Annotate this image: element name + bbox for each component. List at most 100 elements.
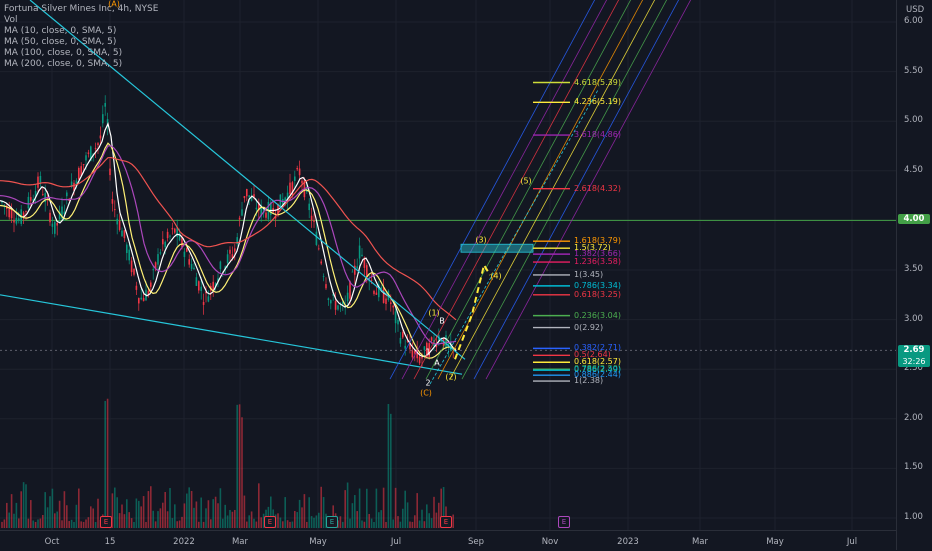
volume-bar: [284, 497, 286, 528]
pitchfork-channel-line: [437, 0, 644, 380]
volume-bar: [440, 488, 442, 528]
volume-bar: [387, 403, 390, 528]
ma-50-line: [0, 142, 457, 359]
candle-body: [94, 147, 97, 150]
volume-bar: [193, 507, 195, 528]
ma-200-label[interactable]: MA (200, close, 0, SMA, 5): [4, 59, 123, 69]
volume-bar: [294, 511, 296, 528]
candle-body: [32, 199, 34, 201]
price-tick: 3.50: [904, 264, 923, 274]
volume-bar: [296, 512, 298, 528]
time-tick: Jul: [390, 537, 402, 547]
fib-level-label: 2.618(4.32): [574, 183, 621, 193]
fib-level-label: 1.236(3.58): [574, 257, 621, 267]
volume-bar: [15, 502, 18, 528]
volume-bar: [212, 499, 214, 528]
fib-level-label: 1.382(3.66): [574, 249, 621, 259]
volume-bar: [421, 509, 423, 528]
volume-bar: [198, 521, 200, 528]
volume-bar: [145, 521, 147, 528]
candle-body: [226, 254, 229, 264]
volume-bar: [229, 509, 231, 528]
volume-bar: [404, 490, 406, 528]
volume-bar: [190, 490, 193, 528]
downtrend-line-upper: [29, 0, 466, 360]
time-axis[interactable]: [0, 530, 896, 551]
candle-body: [358, 245, 361, 259]
volume-bar: [164, 492, 166, 528]
volume-bar: [111, 493, 114, 528]
volume-bar: [166, 511, 169, 528]
volume-bar: [320, 486, 322, 528]
volume-bar: [342, 521, 344, 528]
pitchfork-channel-line: [461, 0, 668, 380]
volume-bar: [70, 519, 73, 528]
earnings-event-icon[interactable]: E: [326, 516, 338, 528]
candle-body: [154, 262, 157, 270]
volume-bar: [430, 518, 433, 528]
candle-body: [411, 350, 414, 358]
volume-indicator-label[interactable]: Vol: [4, 15, 18, 25]
candle-body: [366, 265, 368, 278]
volume-bar: [337, 520, 339, 528]
volume-bar: [423, 521, 426, 528]
candle-body: [85, 155, 87, 161]
candle-body: [75, 180, 78, 186]
volume-bar: [30, 500, 32, 528]
earnings-event-icon[interactable]: E: [558, 516, 570, 528]
candle-body: [183, 251, 186, 257]
candle-body: [241, 209, 243, 216]
price-chart-canvas[interactable]: [0, 0, 896, 530]
earnings-event-icon[interactable]: E: [440, 516, 452, 528]
candle-body: [30, 197, 32, 201]
volume-bar: [234, 509, 236, 528]
candle-body: [178, 232, 181, 241]
volume-bar: [171, 518, 174, 528]
earnings-event-icon[interactable]: E: [264, 516, 276, 528]
volume-bar: [140, 506, 142, 528]
candle-body: [253, 194, 255, 198]
candle-body: [193, 267, 195, 270]
volume-bar: [68, 521, 70, 528]
symbol-title[interactable]: Fortuna Silver Mines Inc, 4h, NYSE: [4, 4, 159, 14]
volume-bar: [382, 487, 385, 528]
volume-bar: [301, 507, 303, 528]
volume-bar: [25, 484, 27, 528]
price-scale[interactable]: [896, 0, 932, 550]
candle-body: [195, 277, 198, 286]
chart-legend: Fortuna Silver Mines Inc, 4h, NYSE Vol M…: [4, 4, 158, 70]
volume-bar: [121, 504, 123, 528]
wave-label: (4): [490, 271, 502, 281]
candle-body: [51, 223, 54, 227]
volume-bar: [418, 520, 421, 528]
pitchfork-channel-line: [449, 0, 656, 380]
ma-50-label[interactable]: MA (50, close, 0, SMA, 5): [4, 37, 117, 47]
candle-body: [229, 249, 231, 254]
ma-10-label[interactable]: MA (10, close, 0, SMA, 5): [4, 26, 117, 36]
volume-bar: [178, 520, 181, 528]
earnings-event-icon[interactable]: E: [100, 516, 112, 528]
volume-bar: [130, 518, 133, 528]
candle-body: [164, 241, 166, 248]
price-tick: 6.00: [904, 16, 923, 26]
candle-body: [315, 231, 318, 245]
volume-bar: [181, 516, 183, 528]
volume-bar: [1, 521, 3, 528]
candle-body: [104, 103, 106, 107]
candle-body: [426, 342, 428, 357]
candle-body: [440, 340, 442, 342]
volume-bar: [351, 503, 354, 528]
volume-bar: [49, 496, 51, 528]
ma-100-label[interactable]: MA (100, close, 0, SMA, 5): [4, 48, 123, 58]
volume-bar: [176, 521, 178, 528]
volume-bar: [80, 521, 82, 528]
volume-bar: [428, 513, 430, 528]
candle-body: [260, 205, 262, 217]
candle-body: [34, 191, 37, 198]
candle-body: [133, 268, 135, 275]
price-tick: 1.50: [904, 462, 923, 473]
volume-bar: [354, 495, 356, 528]
candle-body: [66, 192, 68, 197]
price-tick: 4.50: [904, 164, 923, 175]
wave-label: (C): [420, 388, 432, 398]
